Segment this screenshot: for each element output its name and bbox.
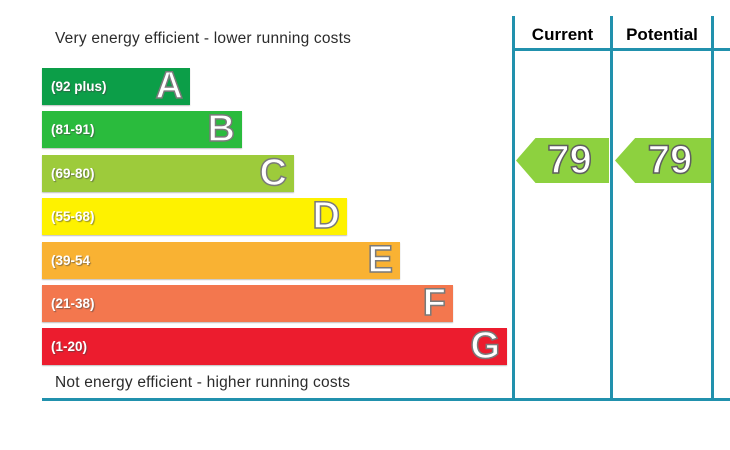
band-c-letter: C (259, 152, 288, 194)
band-b-range: (81-91) (51, 122, 95, 137)
band-f: (21-38) F (42, 282, 453, 324)
band-d: (55-68) D (42, 195, 347, 237)
potential-rating-value: 79 (647, 138, 693, 183)
band-e-range: (39-54 (51, 253, 91, 268)
table-line-vertical-left (512, 16, 515, 401)
band-f-letter: F (422, 282, 447, 324)
table-line-vertical-right (711, 16, 714, 401)
band-a-letter: A (155, 65, 184, 107)
current-rating-arrow-icon: 79 (516, 138, 609, 183)
band-d-range: (55-68) (51, 209, 95, 224)
band-g-range: (1-20) (51, 339, 88, 354)
current-rating-value: 79 (547, 138, 593, 183)
band-c: (69-80) C (42, 152, 294, 194)
potential-rating-arrow-icon: 79 (615, 138, 711, 183)
band-g-letter: G (470, 325, 501, 367)
band-e: (39-54 E (42, 239, 400, 281)
band-a-range: (92 plus) (51, 79, 107, 94)
band-f-range: (21-38) (51, 296, 95, 311)
band-d-letter: D (312, 195, 341, 237)
top-caption: Very energy efficient - lower running co… (55, 30, 352, 47)
bottom-caption: Not energy efficient - higher running co… (55, 374, 351, 391)
table-line-header-underline (512, 48, 730, 51)
band-g: (1-20) G (42, 325, 507, 367)
band-a: (92 plus) A (42, 65, 190, 107)
table-line-vertical-middle (610, 16, 613, 401)
band-b: (81-91) B (42, 108, 242, 150)
column-header-potential: Potential (626, 25, 698, 44)
column-header-current: Current (531, 25, 594, 44)
band-e-letter: E (367, 239, 394, 281)
band-c-range: (69-80) (51, 166, 95, 181)
band-b-letter: B (207, 108, 236, 150)
table-line-bottom (42, 398, 730, 401)
